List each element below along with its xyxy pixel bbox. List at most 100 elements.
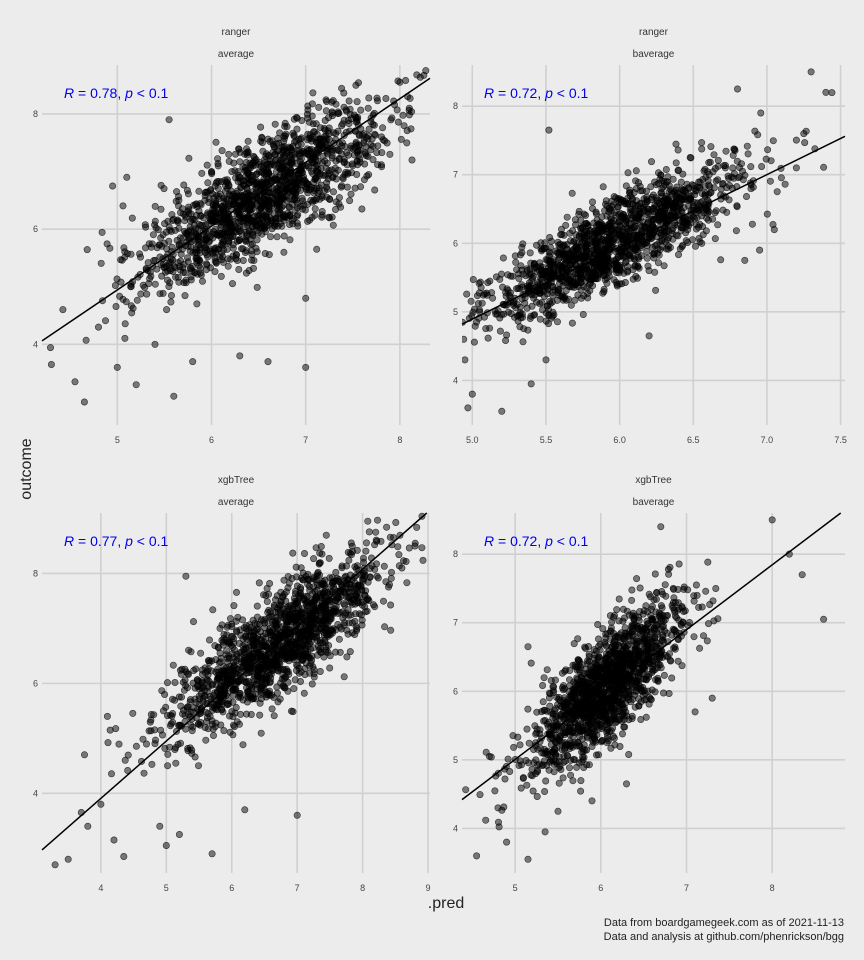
- data-point: [193, 300, 201, 308]
- data-point: [188, 727, 196, 735]
- data-point: [742, 193, 750, 201]
- data-point: [272, 613, 280, 621]
- data-point: [599, 227, 607, 235]
- data-point: [213, 706, 221, 714]
- data-point: [208, 850, 216, 858]
- strip-label-outcome: baverage: [633, 497, 675, 508]
- data-point: [180, 181, 188, 189]
- data-point: [171, 696, 179, 704]
- data-point: [723, 184, 731, 192]
- data-point: [260, 156, 268, 164]
- data-point: [372, 528, 380, 536]
- data-point: [297, 155, 305, 163]
- data-point: [204, 725, 212, 733]
- data-point: [281, 122, 289, 130]
- data-point: [692, 581, 700, 589]
- data-point: [368, 135, 376, 143]
- data-point: [97, 259, 105, 267]
- strip-label-outcome: average: [218, 49, 255, 60]
- data-point: [187, 276, 195, 284]
- data-point: [120, 852, 128, 860]
- data-point: [365, 125, 373, 133]
- data-point: [323, 185, 331, 193]
- data-point: [621, 278, 629, 286]
- data-point: [133, 296, 141, 304]
- data-point: [386, 150, 394, 158]
- data-point: [182, 213, 190, 221]
- data-point: [625, 189, 633, 197]
- data-point: [673, 183, 681, 191]
- data-point: [139, 735, 147, 743]
- data-point: [239, 663, 247, 671]
- data-point: [269, 148, 277, 156]
- data-point: [579, 251, 587, 259]
- data-point: [245, 266, 253, 274]
- data-point: [151, 280, 159, 288]
- data-point: [158, 687, 166, 695]
- data-point: [284, 584, 292, 592]
- data-point: [359, 558, 367, 566]
- data-point: [298, 134, 306, 142]
- data-point: [674, 166, 682, 174]
- data-point: [712, 584, 720, 592]
- data-point: [322, 107, 330, 115]
- data-point: [302, 294, 310, 302]
- x-tick-label: 5: [115, 435, 120, 445]
- data-point: [197, 705, 205, 713]
- data-point: [257, 616, 265, 624]
- data-point: [660, 262, 668, 270]
- data-point: [406, 94, 414, 102]
- data-point: [225, 181, 233, 189]
- data-point: [190, 228, 198, 236]
- data-point: [153, 244, 161, 252]
- data-point: [286, 212, 294, 220]
- data-point: [303, 575, 311, 583]
- data-point: [233, 677, 241, 685]
- data-point: [767, 157, 775, 165]
- data-point: [547, 314, 555, 322]
- data-point: [497, 270, 505, 278]
- data-point: [358, 621, 366, 629]
- data-point: [119, 202, 127, 210]
- data-point: [241, 167, 249, 175]
- data-point: [284, 668, 292, 676]
- data-point: [247, 216, 255, 224]
- data-point: [405, 104, 413, 112]
- data-point: [212, 199, 220, 207]
- x-tick-label: 7: [684, 883, 689, 893]
- data-point: [326, 196, 334, 204]
- data-point: [723, 208, 731, 216]
- data-point: [256, 711, 264, 719]
- data-point: [332, 648, 340, 656]
- data-point: [261, 228, 269, 236]
- data-point: [341, 619, 349, 627]
- data-point: [614, 203, 622, 211]
- annotation-p-symbol: p: [124, 85, 133, 101]
- data-point: [239, 635, 247, 643]
- data-point: [305, 635, 313, 643]
- data-point: [282, 597, 290, 605]
- data-point: [234, 171, 242, 179]
- data-point: [418, 544, 426, 552]
- data-point: [193, 200, 201, 208]
- data-point: [516, 285, 524, 293]
- data-point: [287, 652, 295, 660]
- data-point: [158, 272, 166, 280]
- data-point: [318, 550, 326, 558]
- data-point: [744, 150, 752, 158]
- data-point: [233, 718, 241, 726]
- data-point: [326, 588, 334, 596]
- data-point: [469, 308, 477, 316]
- data-point: [198, 240, 206, 248]
- data-point: [187, 708, 195, 716]
- points-group: [51, 512, 427, 869]
- data-point: [462, 335, 468, 343]
- data-point: [266, 613, 274, 621]
- data-point: [632, 167, 640, 175]
- data-point: [129, 709, 137, 717]
- data-point: [738, 167, 746, 175]
- data-point: [103, 240, 111, 248]
- data-point: [189, 679, 197, 687]
- data-point: [282, 627, 290, 635]
- data-point: [702, 227, 710, 235]
